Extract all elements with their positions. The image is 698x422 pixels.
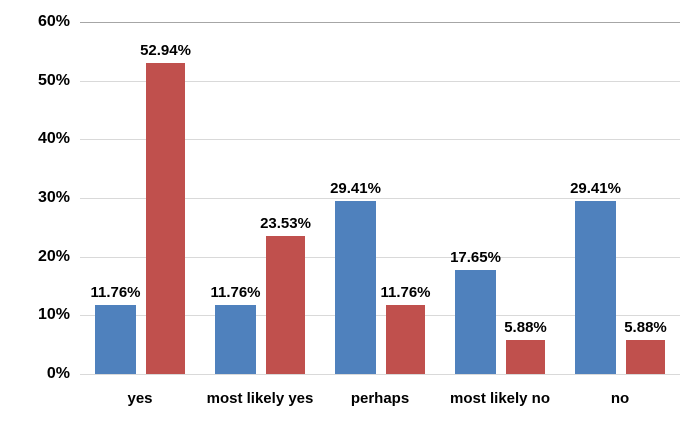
gridline-40% bbox=[80, 139, 680, 140]
bar-red-yes bbox=[146, 63, 185, 374]
bar-red-no bbox=[626, 340, 665, 374]
category-label-yes: yes bbox=[127, 390, 153, 407]
bar-red-most-likely-yes bbox=[266, 236, 305, 374]
gridline-20% bbox=[80, 257, 680, 258]
data-label-blue-yes: 11.76% bbox=[90, 284, 141, 301]
data-label-blue-most-likely-no: 17.65% bbox=[450, 249, 501, 266]
bar-blue-most-likely-no bbox=[455, 270, 496, 374]
gridline-60% bbox=[80, 22, 680, 23]
data-label-blue-most-likely-yes: 11.76% bbox=[210, 284, 261, 301]
y-tick-label: 10% bbox=[37, 306, 70, 323]
bar-blue-yes bbox=[95, 305, 136, 374]
y-tick-label: 40% bbox=[37, 130, 70, 147]
gridline-30% bbox=[80, 198, 680, 199]
y-tick-label: 0% bbox=[46, 365, 70, 382]
data-label-red-no: 5.88% bbox=[624, 319, 667, 336]
y-tick-label: 30% bbox=[37, 189, 70, 206]
gridline-0% bbox=[80, 374, 680, 375]
gridline-10% bbox=[80, 315, 680, 316]
category-label-most-likely-no: most likely no bbox=[449, 390, 551, 407]
bar-blue-perhaps bbox=[335, 201, 376, 374]
data-label-red-yes: 52.94% bbox=[140, 42, 191, 59]
gridline-50% bbox=[80, 81, 680, 82]
data-label-blue-perhaps: 29.41% bbox=[330, 180, 381, 197]
y-tick-label: 20% bbox=[37, 248, 70, 265]
plot-area: 11.76% 11.76% 29.41% 17.65% 29.41% 52.94% 23.5… bbox=[80, 22, 680, 375]
bar-blue-most-likely-yes bbox=[215, 305, 256, 374]
category-label-no: no bbox=[610, 390, 630, 407]
bar-red-perhaps bbox=[386, 305, 425, 374]
category-label-most-likely-yes: most likely yes bbox=[206, 390, 314, 407]
data-label-red-perhaps: 11.76% bbox=[380, 284, 431, 301]
bar-blue-no bbox=[575, 201, 616, 374]
data-label-red-most-likely-yes: 23.53% bbox=[260, 215, 311, 232]
category-label-perhaps: perhaps bbox=[350, 390, 410, 407]
data-label-red-most-likely-no: 5.88% bbox=[504, 319, 547, 336]
data-label-blue-no: 29.41% bbox=[570, 180, 621, 197]
y-tick-label: 60% bbox=[37, 13, 70, 30]
bar-red-most-likely-no bbox=[506, 340, 545, 374]
y-tick-label: 50% bbox=[37, 72, 70, 89]
